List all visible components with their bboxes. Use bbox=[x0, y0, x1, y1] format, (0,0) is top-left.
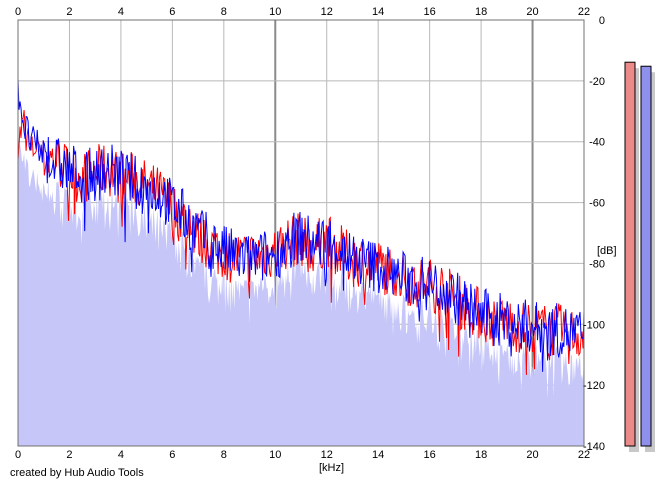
level-meters bbox=[624, 61, 655, 453]
x-tick-label: 20 bbox=[526, 6, 538, 18]
x-tick-label: 20 bbox=[526, 449, 538, 461]
x-tick-label: 2 bbox=[66, 6, 72, 18]
x-tick-label: 0 bbox=[15, 6, 21, 18]
y-tick-labels: 0 -20 -40 -60 -80 -100 -120 -140 bbox=[583, 15, 605, 453]
plot-border bbox=[17, 19, 585, 447]
x-tick-label: 12 bbox=[321, 449, 333, 461]
credit-text: created by Hub Audio Tools bbox=[10, 467, 144, 479]
spectrum-area bbox=[18, 121, 584, 446]
x-tick-label: 18 bbox=[475, 449, 487, 461]
y-tick-label: 0 bbox=[599, 15, 605, 27]
spectrum-line-right bbox=[17, 78, 585, 372]
x-tick-label: 22 bbox=[578, 449, 590, 461]
x-tick-label: 16 bbox=[424, 6, 436, 18]
x-tick-label: 10 bbox=[269, 449, 281, 461]
y-tick-label: -40 bbox=[589, 137, 605, 149]
y-tick-label: -140 bbox=[583, 441, 605, 453]
y-axis-unit: [dB] bbox=[597, 245, 617, 257]
y-tick-label: -100 bbox=[583, 319, 605, 331]
x-tick-label: 14 bbox=[372, 6, 384, 18]
level-meter-right bbox=[640, 65, 652, 447]
spectrum-lines bbox=[17, 78, 585, 375]
y-tick-label: -60 bbox=[589, 198, 605, 210]
x-tick-label: 8 bbox=[221, 6, 227, 18]
y-tick-label: -80 bbox=[589, 258, 605, 270]
x-tick-label: 18 bbox=[475, 6, 487, 18]
x-tick-label: 6 bbox=[169, 449, 175, 461]
x-tick-label: 10 bbox=[269, 6, 281, 18]
x-tick-label: 2 bbox=[66, 449, 72, 461]
level-meter-left bbox=[624, 61, 636, 447]
x-tick-label: 4 bbox=[118, 6, 124, 18]
x-tick-label: 4 bbox=[118, 449, 124, 461]
x-tick-label: 0 bbox=[15, 449, 21, 461]
x-tick-label: 8 bbox=[221, 449, 227, 461]
x-tick-label: 12 bbox=[321, 6, 333, 18]
x-axis-unit: [kHz] bbox=[319, 462, 344, 474]
x-tick-label: 16 bbox=[424, 449, 436, 461]
y-tick-label: -20 bbox=[589, 76, 605, 88]
x-tick-labels-bottom: 0 2 4 6 8 10 12 14 16 18 20 22 bbox=[15, 449, 590, 461]
x-tick-label: 22 bbox=[578, 6, 590, 18]
x-tick-label: 6 bbox=[169, 6, 175, 18]
x-tick-labels-top: 0 2 4 6 8 10 12 14 16 18 20 22 bbox=[15, 6, 590, 18]
x-tick-label: 14 bbox=[372, 449, 384, 461]
y-tick-label: -120 bbox=[583, 380, 605, 392]
spectrum-line-left bbox=[17, 110, 585, 375]
